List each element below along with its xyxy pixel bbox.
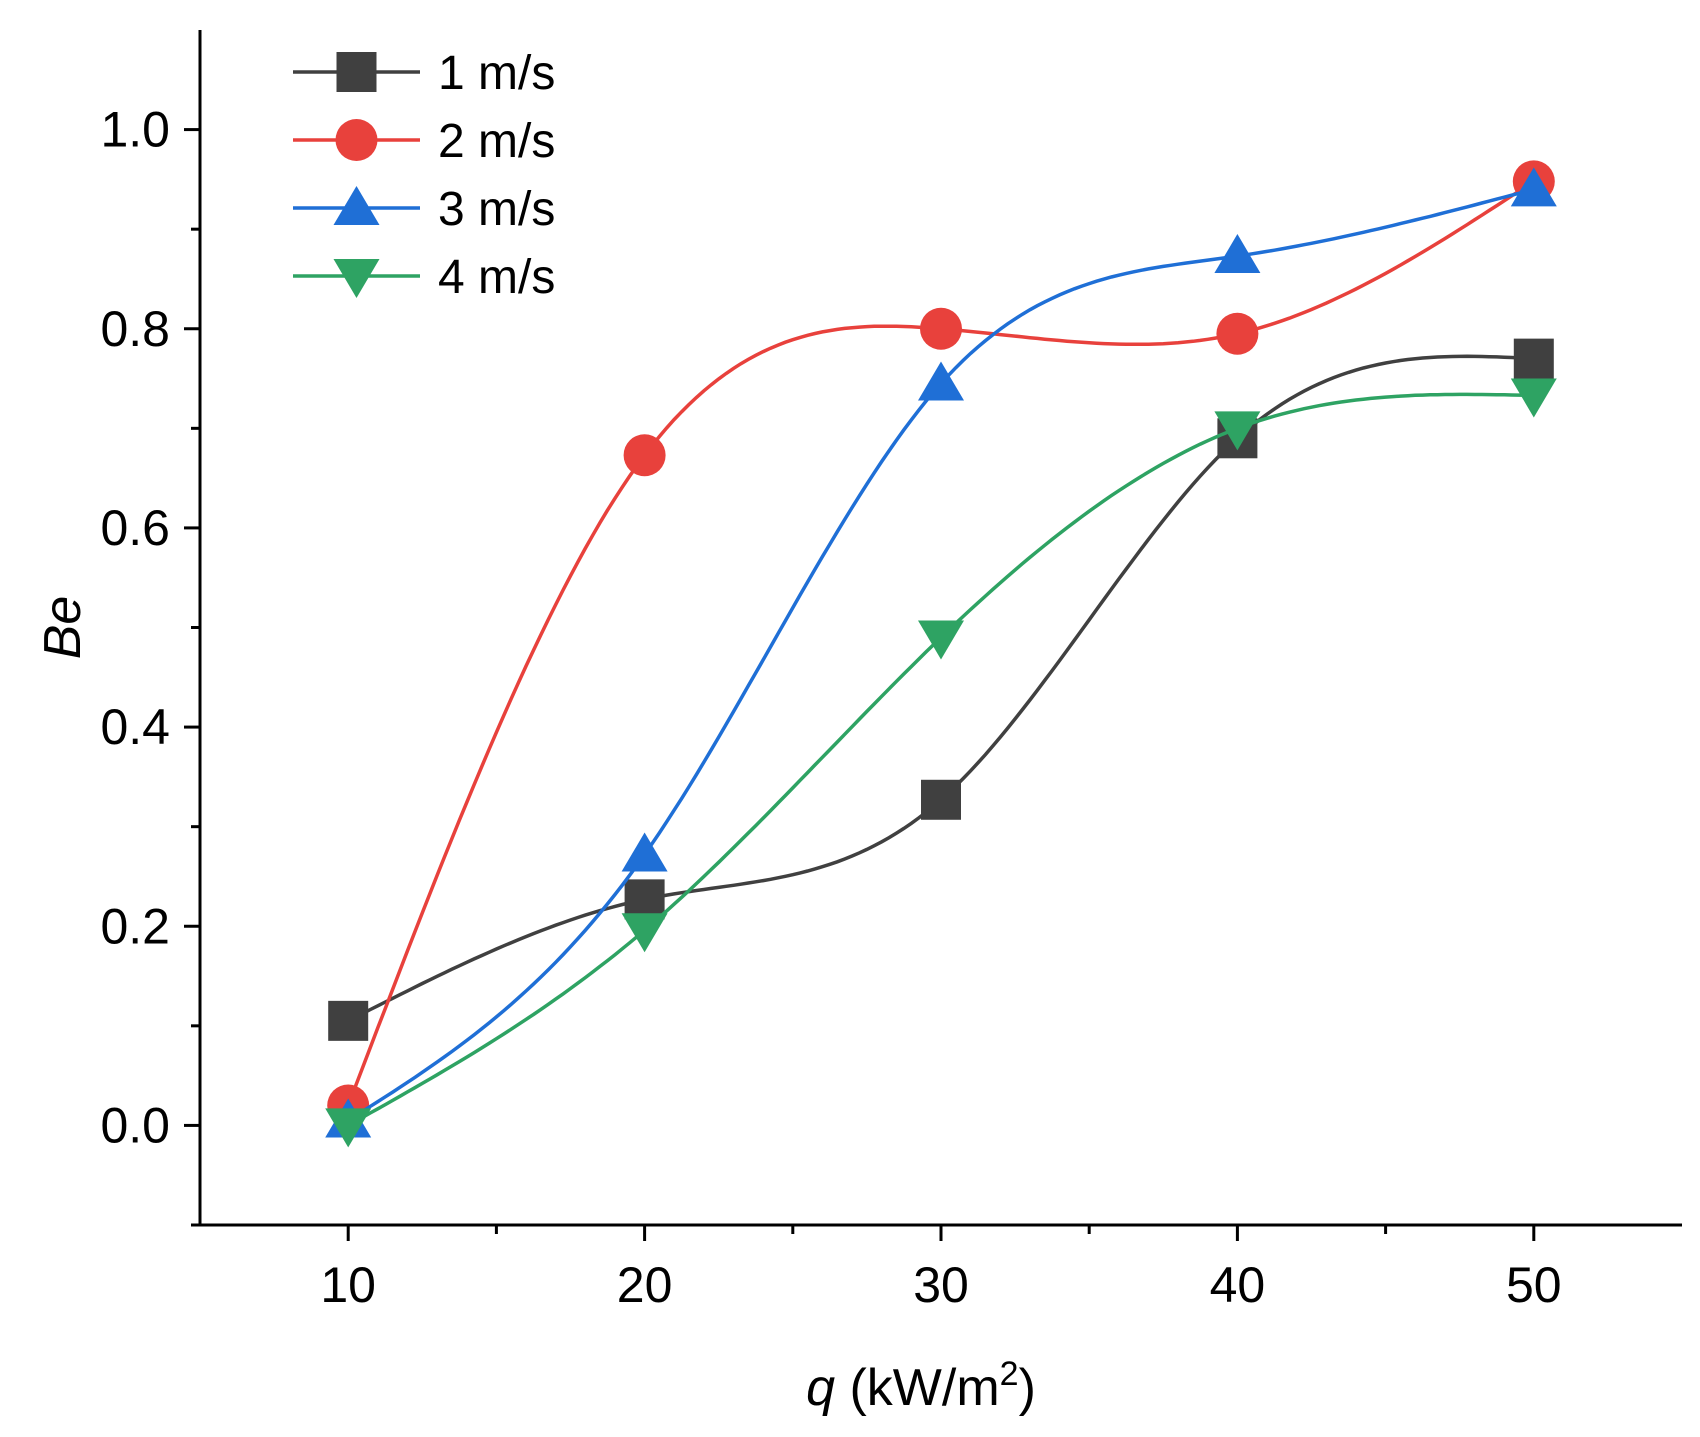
x-axis-title: q (kW/m2) bbox=[806, 1355, 1036, 1417]
data-point bbox=[918, 620, 964, 660]
y-tick-label: 0.2 bbox=[100, 898, 170, 954]
x-tick-label: 40 bbox=[1210, 1257, 1266, 1313]
series-line bbox=[347, 354, 1534, 1023]
legend-item: 1 m/s bbox=[293, 47, 555, 100]
data-point bbox=[1214, 411, 1261, 451]
data-point bbox=[920, 307, 962, 350]
y-axis-title: Be bbox=[34, 596, 92, 660]
data-point bbox=[1214, 234, 1261, 274]
x-tick-label: 50 bbox=[1506, 1257, 1562, 1313]
y-tick-label: 0.8 bbox=[100, 301, 170, 357]
data-point bbox=[1510, 167, 1557, 207]
legend-marker bbox=[336, 52, 377, 92]
data-point bbox=[325, 1108, 372, 1148]
legend: 1 m/s 2 m/s 3 m/s 4 m/s bbox=[293, 47, 555, 304]
x-tick-label: 20 bbox=[617, 1257, 673, 1313]
axes: 10 20 30 40 50 0.0 0.2 0.4 0.6 0.8 1.0 bbox=[100, 30, 1682, 1313]
series-4 bbox=[325, 378, 1557, 1148]
data-point bbox=[1216, 312, 1259, 355]
series-layer bbox=[325, 160, 1557, 1148]
legend-marker bbox=[335, 119, 378, 161]
y-tick-label: 1.0 bbox=[100, 102, 170, 158]
data-point bbox=[624, 879, 665, 920]
data-point bbox=[623, 434, 666, 477]
y-tick-label: 0.4 bbox=[100, 699, 170, 755]
legend-label: 1 m/s bbox=[438, 47, 555, 100]
data-point bbox=[921, 779, 961, 820]
legend-item: 4 m/s bbox=[293, 251, 555, 304]
legend-marker bbox=[333, 186, 380, 225]
x-tick-label: 10 bbox=[320, 1257, 376, 1313]
legend-label: 3 m/s bbox=[438, 183, 555, 236]
x-tick-label: 30 bbox=[913, 1257, 969, 1313]
legend-label: 2 m/s bbox=[438, 115, 555, 168]
data-point bbox=[1513, 338, 1554, 379]
legend-marker bbox=[333, 259, 380, 298]
data-point bbox=[918, 361, 964, 401]
data-point bbox=[1510, 378, 1557, 418]
data-point bbox=[621, 913, 668, 953]
y-tick-label: 0.0 bbox=[100, 1097, 170, 1153]
y-tick-label: 0.6 bbox=[100, 500, 170, 556]
legend-item: 3 m/s bbox=[293, 183, 555, 236]
legend-label: 4 m/s bbox=[438, 251, 555, 304]
series-1 bbox=[328, 338, 1554, 1041]
data-point bbox=[328, 1000, 369, 1041]
series-line bbox=[347, 392, 1534, 1127]
legend-item: 2 m/s bbox=[293, 115, 555, 168]
data-point bbox=[621, 832, 668, 872]
